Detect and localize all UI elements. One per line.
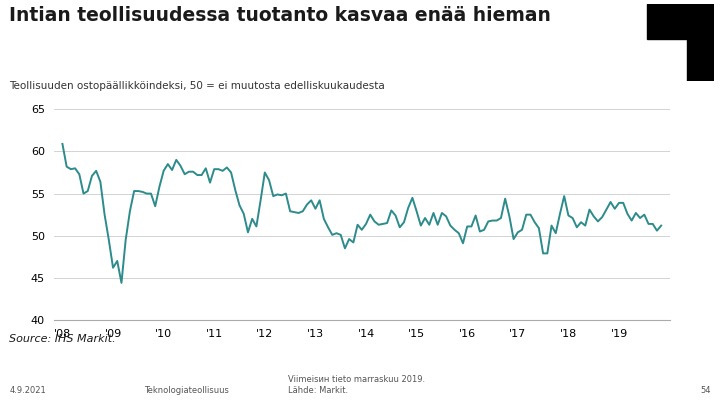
- Text: 4.9.2021: 4.9.2021: [9, 386, 46, 395]
- Text: Viimeisин tieto marraskuu 2019.
Lähde: Markit.: Viimeisин tieto marraskuu 2019. Lähde: M…: [288, 375, 425, 395]
- Text: Teknologiateollisuus: Teknologiateollisuus: [144, 386, 229, 395]
- Bar: [647, 4, 714, 39]
- Text: Intian teollisuudessa tuotanto kasvaa enää hieman: Intian teollisuudessa tuotanto kasvaa en…: [9, 6, 552, 25]
- Text: Source: IHS Markit.: Source: IHS Markit.: [9, 334, 116, 344]
- Text: Teollisuuden ostopäällikköindeksi, 50 = ei muutosta edelliskuukaudesta: Teollisuuden ostopäällikköindeksi, 50 = …: [9, 81, 385, 91]
- Bar: [687, 39, 714, 81]
- Text: 54: 54: [700, 386, 711, 395]
